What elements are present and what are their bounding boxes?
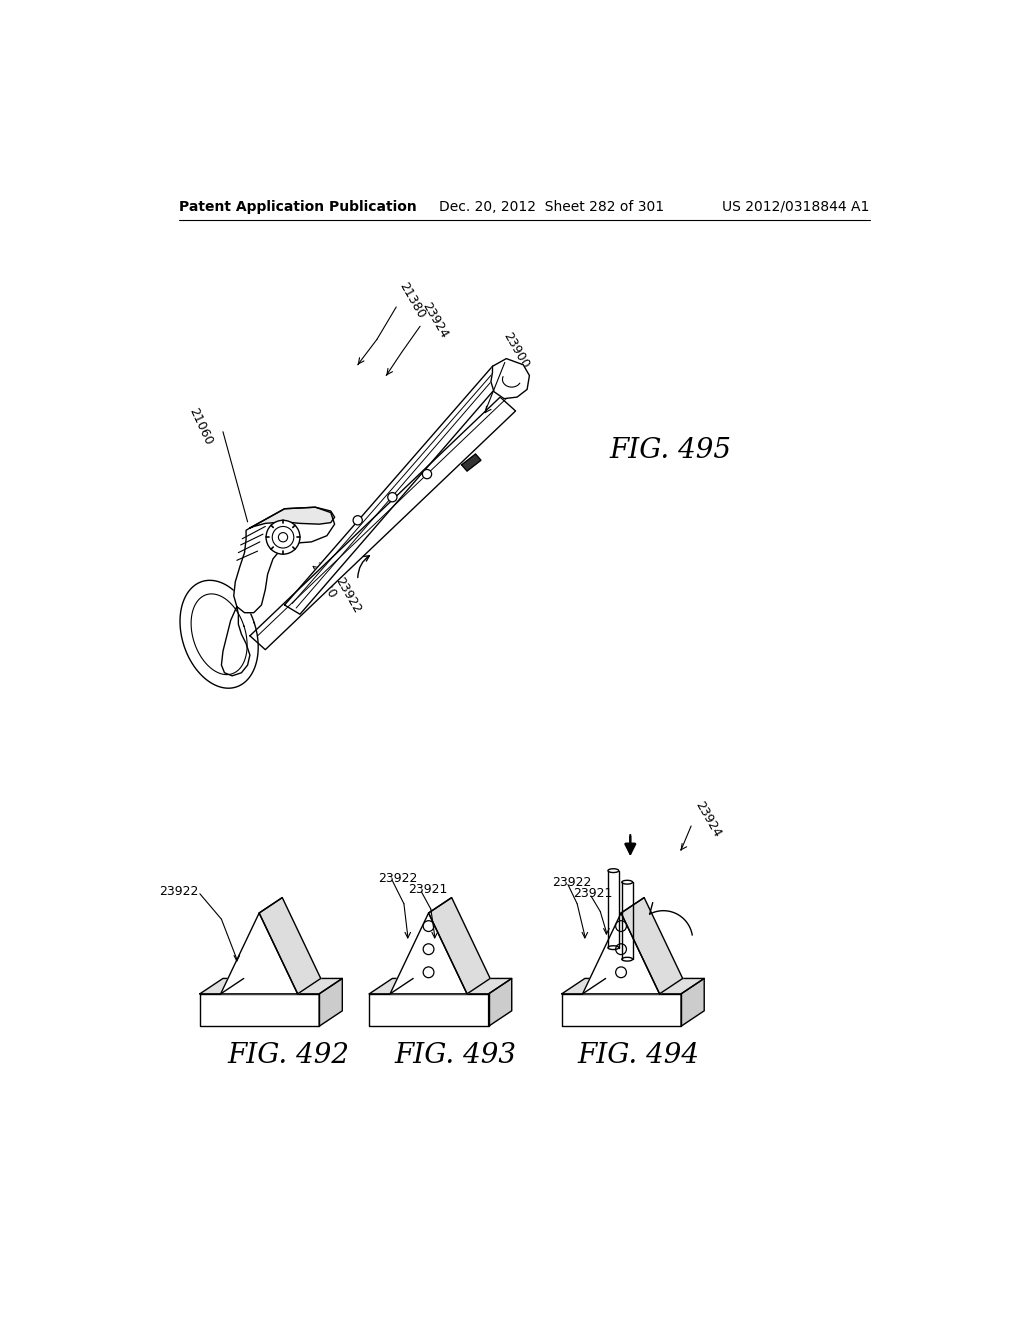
Polygon shape: [221, 607, 250, 676]
Text: 23922: 23922: [379, 871, 418, 884]
Circle shape: [423, 944, 434, 954]
Circle shape: [423, 921, 434, 932]
Text: 23924: 23924: [419, 300, 451, 341]
Text: FIG. 492: FIG. 492: [227, 1041, 349, 1069]
Text: 23900: 23900: [500, 330, 531, 371]
Circle shape: [615, 966, 627, 978]
Polygon shape: [250, 397, 515, 649]
Polygon shape: [390, 913, 467, 994]
Text: 23921: 23921: [573, 887, 612, 900]
Polygon shape: [490, 359, 529, 399]
Circle shape: [353, 516, 362, 525]
Circle shape: [266, 520, 300, 554]
Text: 23924: 23924: [692, 799, 724, 840]
Circle shape: [272, 527, 294, 548]
Polygon shape: [370, 978, 512, 994]
Polygon shape: [233, 507, 335, 612]
Text: 23921: 23921: [408, 883, 447, 896]
Text: US 2012/0318844 A1: US 2012/0318844 A1: [722, 199, 869, 214]
Circle shape: [422, 470, 432, 479]
Text: 23922: 23922: [159, 884, 199, 898]
Polygon shape: [370, 994, 488, 1026]
Text: FIG. 493: FIG. 493: [394, 1041, 516, 1069]
Polygon shape: [429, 898, 490, 994]
Circle shape: [388, 492, 397, 502]
Text: 23920: 23920: [307, 560, 339, 601]
Text: 23922: 23922: [553, 875, 592, 888]
Text: FIG. 495: FIG. 495: [609, 437, 731, 465]
Polygon shape: [285, 367, 508, 614]
Text: Patent Application Publication: Patent Application Publication: [179, 199, 417, 214]
Polygon shape: [562, 978, 705, 994]
Text: Dec. 20, 2012  Sheet 282 of 301: Dec. 20, 2012 Sheet 282 of 301: [438, 199, 664, 214]
Text: 23922: 23922: [333, 576, 364, 616]
Circle shape: [615, 944, 627, 954]
Text: 21380: 21380: [396, 280, 427, 321]
Polygon shape: [488, 978, 512, 1026]
Circle shape: [423, 966, 434, 978]
Polygon shape: [621, 898, 683, 994]
Circle shape: [615, 921, 627, 932]
Text: FIG. 494: FIG. 494: [578, 1041, 699, 1069]
Polygon shape: [220, 913, 298, 994]
Polygon shape: [200, 994, 319, 1026]
Circle shape: [279, 532, 288, 543]
Polygon shape: [200, 978, 342, 994]
Polygon shape: [319, 978, 342, 1026]
Polygon shape: [259, 898, 321, 994]
Polygon shape: [180, 581, 258, 688]
Polygon shape: [250, 507, 335, 528]
Polygon shape: [562, 994, 681, 1026]
Polygon shape: [583, 913, 659, 994]
Polygon shape: [681, 978, 705, 1026]
Text: 21060: 21060: [186, 405, 215, 447]
Polygon shape: [462, 454, 481, 471]
